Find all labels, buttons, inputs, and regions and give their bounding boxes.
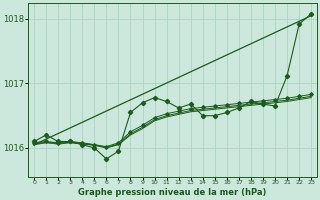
X-axis label: Graphe pression niveau de la mer (hPa): Graphe pression niveau de la mer (hPa) [78,188,267,197]
